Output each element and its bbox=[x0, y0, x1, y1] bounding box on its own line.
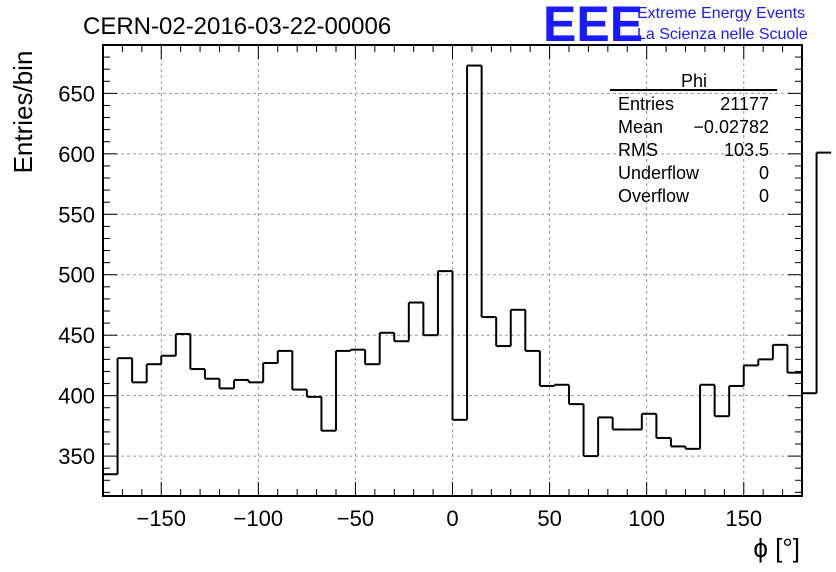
x-tick-label: −100 bbox=[234, 506, 284, 531]
x-tick-label: 100 bbox=[628, 506, 665, 531]
histogram-bin bbox=[597, 416, 613, 457]
histogram-series bbox=[102, 64, 832, 496]
histogram-bin bbox=[276, 349, 293, 363]
plot-frame bbox=[102, 44, 803, 497]
histogram-bin bbox=[174, 332, 191, 356]
histogram-bin bbox=[116, 357, 133, 475]
histogram-bin bbox=[553, 383, 569, 386]
histogram-bin bbox=[538, 350, 555, 387]
y-tick-label: 500 bbox=[58, 263, 95, 288]
stats-label-mean: Mean bbox=[618, 117, 663, 137]
histogram-bin bbox=[801, 372, 817, 395]
eee-logo: EEE Extreme Energy Events La Scienza nel… bbox=[543, 0, 808, 52]
axis-ticks bbox=[102, 44, 803, 496]
histogram-bin bbox=[378, 331, 395, 365]
histogram-bin bbox=[655, 413, 671, 439]
histogram-bin bbox=[131, 358, 147, 384]
x-tick-labels: −150 −100 −50 0 50 100 150 bbox=[136, 506, 762, 531]
histogram-bin bbox=[436, 270, 453, 336]
stats-value-entries: 21177 bbox=[720, 94, 769, 114]
y-tick-label: 650 bbox=[58, 81, 95, 106]
eee-logo-line1: Extreme Energy Events bbox=[637, 5, 805, 22]
histogram-bin bbox=[509, 308, 526, 347]
histogram-bin bbox=[305, 389, 322, 398]
eee-logo-text: EEE bbox=[543, 0, 643, 52]
stats-value-underflow: 0 bbox=[759, 163, 769, 183]
histogram-bin bbox=[742, 364, 759, 386]
histogram-bin bbox=[699, 383, 715, 449]
histogram-bin bbox=[495, 317, 511, 348]
histogram-bin bbox=[247, 379, 264, 384]
x-tick-label: 50 bbox=[537, 506, 561, 531]
histogram-bin bbox=[713, 384, 730, 418]
y-tick-labels: 350 400 450 500 550 600 650 bbox=[58, 81, 95, 469]
stats-box-title: Phi bbox=[681, 71, 707, 91]
y-tick-label: 350 bbox=[58, 444, 95, 469]
histogram-bin bbox=[669, 437, 686, 448]
histogram-bin bbox=[262, 361, 278, 383]
histogram-bin bbox=[203, 369, 220, 380]
histogram-bin bbox=[320, 396, 336, 432]
histogram-bin bbox=[640, 412, 657, 430]
histogram-bin bbox=[728, 384, 744, 417]
histogram-bin bbox=[582, 404, 599, 458]
stats-value-mean: −0.02782 bbox=[693, 117, 769, 137]
histogram-bin bbox=[335, 349, 351, 431]
stats-label-entries: Entries bbox=[618, 94, 674, 114]
histogram-bin bbox=[160, 354, 176, 365]
histogram-bin bbox=[611, 417, 628, 431]
histogram-bin bbox=[524, 309, 540, 352]
x-axis-label: ϕ [°] bbox=[753, 533, 800, 563]
histogram-bin bbox=[480, 65, 497, 319]
histogram-bin bbox=[771, 343, 788, 360]
stats-label-overflow: Overflow bbox=[618, 186, 690, 206]
x-tick-label: 0 bbox=[446, 506, 458, 531]
histogram-bin bbox=[233, 378, 249, 389]
stats-label-underflow: Underflow bbox=[618, 163, 700, 183]
histogram-bin bbox=[684, 446, 701, 450]
histogram-bin bbox=[407, 301, 424, 342]
stats-value-overflow: 0 bbox=[759, 186, 769, 206]
y-tick-label: 450 bbox=[58, 323, 95, 348]
histogram-bin bbox=[815, 151, 832, 394]
eee-logo-line2: La Scienza nelle Scuole bbox=[637, 26, 808, 43]
histogram-bin bbox=[189, 333, 205, 371]
chart-title: CERN-02-2016-03-22-00006 bbox=[83, 13, 391, 40]
y-tick-label: 600 bbox=[58, 142, 95, 167]
histogram-bin bbox=[466, 64, 482, 420]
x-tick-label: −150 bbox=[136, 506, 186, 531]
histogram-bin bbox=[145, 363, 162, 383]
histogram-bin bbox=[218, 378, 235, 390]
histogram-bin bbox=[364, 349, 380, 366]
histogram-bin bbox=[757, 358, 773, 366]
histogram-bin bbox=[291, 350, 307, 391]
histogram-bin bbox=[451, 271, 468, 421]
histogram-bin bbox=[349, 348, 366, 351]
y-axis-label: Entries/bin bbox=[8, 51, 38, 174]
histogram-bin bbox=[568, 384, 584, 406]
histogram-bin bbox=[393, 332, 409, 343]
x-tick-label: 150 bbox=[725, 506, 762, 531]
y-tick-label: 400 bbox=[58, 384, 95, 409]
x-tick-label: −50 bbox=[337, 506, 374, 531]
histogram-bin bbox=[786, 344, 802, 374]
stats-value-rms: 103.5 bbox=[724, 140, 769, 160]
stats-box: Phi Entries 21177 Mean −0.02782 RMS 103.… bbox=[610, 71, 777, 206]
y-tick-label: 550 bbox=[58, 202, 95, 227]
stats-label-rms: RMS bbox=[618, 140, 658, 160]
histogram-bin bbox=[422, 302, 438, 337]
